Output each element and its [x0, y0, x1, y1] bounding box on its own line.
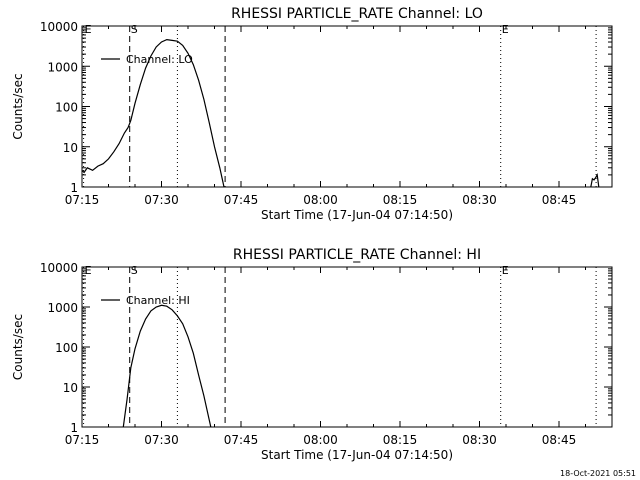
- x-tick-label: 08:30: [462, 193, 497, 207]
- chart-panel-1: RHESSI PARTICLE_RATE Channel: LO 07:15 07:…: [11, 6, 613, 222]
- x-tick-label: 08:30: [462, 433, 497, 447]
- y-tick-label: 10000: [40, 261, 78, 275]
- chart-title: RHESSI PARTICLE_RATE Channel: LO: [231, 6, 483, 22]
- y-axis-label: Counts/sec: [11, 73, 25, 139]
- x-tick-label: 07:30: [144, 433, 179, 447]
- x-axis-label: Start Time (17-Jun-04 07:14:50): [261, 448, 453, 462]
- x-tick-label: 08:15: [383, 193, 418, 207]
- x-axis-label: Start Time (17-Jun-04 07:14:50): [261, 208, 453, 222]
- x-tick-label: 07:15: [65, 433, 100, 447]
- marker-label: E: [85, 23, 92, 36]
- y-axis-label: Counts/sec: [11, 314, 25, 380]
- x-tick-label: 08:45: [542, 193, 577, 207]
- chart-panel-2: RHESSI PARTICLE_RATE Channel: HI 07:15 07:…: [11, 247, 613, 462]
- plot-frame: [81, 266, 613, 428]
- series-line: [122, 304, 212, 428]
- marker-label: E: [502, 264, 509, 277]
- y-tick-label: 1000: [47, 60, 78, 74]
- x-tick-label: 08:00: [303, 433, 338, 447]
- y-tick-label: 100: [55, 341, 78, 355]
- y-tick-label: 100: [55, 101, 78, 115]
- y-tick-label: 1: [70, 421, 78, 435]
- legend-label: Channel: HI: [126, 294, 190, 307]
- marker-label: E: [502, 23, 509, 36]
- legend-label: Channel: LO: [126, 53, 193, 66]
- y-tick-label: 1: [70, 181, 78, 195]
- x-tick-label: 07:30: [144, 193, 179, 207]
- y-tick-label: 10: [63, 381, 78, 395]
- marker-label: S: [131, 264, 138, 277]
- series-line: [590, 173, 600, 188]
- timestamp-footer: 18-Oct-2021 05:51: [560, 469, 636, 478]
- plot-frame: [81, 25, 613, 188]
- x-tick-label: 08:45: [542, 433, 577, 447]
- y-tick-label: 10: [63, 141, 78, 155]
- marker-label: E: [85, 264, 92, 277]
- x-tick-label: 08:15: [383, 433, 418, 447]
- x-tick-label: 07:45: [224, 433, 259, 447]
- x-tick-label: 07:15: [65, 193, 100, 207]
- marker-label: S: [131, 23, 138, 36]
- y-tick-label: 1000: [47, 301, 78, 315]
- y-tick-label: 10000: [40, 20, 78, 34]
- chart-title: RHESSI PARTICLE_RATE Channel: HI: [233, 247, 481, 263]
- x-tick-label: 08:00: [303, 193, 338, 207]
- x-tick-label: 07:45: [224, 193, 259, 207]
- series-line: [81, 38, 225, 188]
